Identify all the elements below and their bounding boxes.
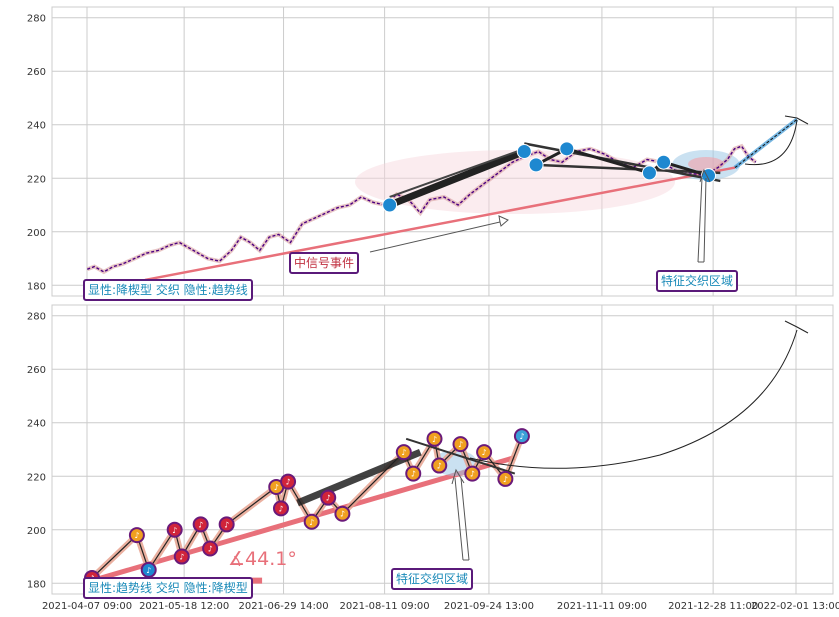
pivot-marker-glyph: ♪	[519, 432, 524, 441]
pivot-marker-bottom	[497, 470, 514, 487]
pivot-marker-glyph: ♪	[437, 462, 442, 471]
wedge-upper	[524, 142, 721, 183]
pivot-marker-bottom	[426, 430, 443, 447]
x-tick-label: 2021-09-24 13:00	[444, 601, 534, 612]
pivot-marker	[382, 197, 398, 213]
region-label-bottom: 特征交织区域	[391, 568, 474, 590]
pivot-marker-bottom	[303, 513, 320, 530]
x-tick-label: 2021-06-29 14:00	[238, 601, 328, 612]
pivot-marker-bottom	[280, 473, 297, 490]
pivot-marker-glyph: ♪	[401, 448, 406, 457]
pivot-marker-bottom	[218, 516, 235, 533]
pivot-marker-bottom	[202, 540, 219, 557]
pivot-marker-bottom	[192, 516, 209, 533]
pivot-marker-glyph: ♪	[326, 494, 331, 503]
pivot-marker-bottom	[128, 527, 145, 544]
pivot-marker-glyph: ♪	[224, 520, 229, 529]
region-label-top: 特征交织区域	[656, 270, 739, 292]
wedge-lower	[536, 163, 721, 175]
x-tick-label: 2021-05-18 12:00	[139, 601, 229, 612]
pivot-marker-glyph: ♪	[198, 520, 203, 529]
pivot-marker-bottom	[405, 465, 422, 482]
event-arrow	[369, 215, 509, 253]
region-arrow-head-bottom	[451, 468, 469, 561]
pivot-marker-glyph: ♪	[432, 435, 437, 444]
pivot-marker-bottom	[140, 561, 157, 578]
pattern-label-bottom: 显性:趋势线 交织 隐性:降楔型	[83, 577, 253, 599]
pivot-marker-glyph: ♪	[172, 526, 177, 535]
pivot-marker	[559, 141, 575, 157]
y-tick-label: 180	[27, 579, 46, 590]
x-tick-label: 2021-04-07 09:00	[42, 601, 132, 612]
pivot-marker-glyph: ♪	[458, 440, 463, 449]
pivot-marker-bottom	[431, 457, 448, 474]
pivot-marker-glyph: ♪	[179, 553, 184, 562]
target-arc-bottom	[469, 329, 798, 469]
wedge-upper-bottom	[405, 437, 516, 475]
pivot-marker-bottom	[334, 505, 351, 522]
pivot-marker-bottom	[476, 444, 493, 461]
pivot-marker	[516, 144, 532, 159]
projection-line	[734, 118, 798, 168]
y-tick-label: 240	[27, 121, 46, 132]
pivot-marker-glyph: ♪	[340, 510, 345, 519]
y-tick-label: 220	[27, 472, 46, 483]
x-tick-label: 2022-02-01 13:00	[751, 601, 839, 612]
region-arrow-shaft	[697, 177, 707, 263]
pivot-marker-glyph: ♪	[411, 470, 416, 479]
pivot-marker-glyph: ♪	[278, 504, 283, 513]
y-tick-label: 240	[27, 419, 46, 430]
pivot-marker-bottom	[452, 436, 469, 453]
y-tick-label: 180	[27, 281, 46, 292]
pivot-marker-glyph: ♪	[503, 475, 508, 484]
y-tick-label: 260	[27, 365, 46, 376]
pivot-marker-bottom	[395, 444, 412, 461]
angle-label: ∡44.1°	[228, 548, 297, 570]
trend-line-bottom	[91, 455, 516, 584]
y-tick-label: 260	[27, 67, 46, 78]
channel-thick-bottom	[296, 448, 422, 507]
pivot-marker-bottom	[173, 548, 190, 565]
pattern-label-top: 显性:降楔型 交织 隐性:趋势线	[83, 279, 253, 301]
pivot-marker-bottom	[464, 465, 481, 482]
pivot-marker-glyph: ♪	[208, 545, 213, 554]
event-label: 中信号事件	[289, 252, 360, 274]
pivot-marker-bottom	[272, 500, 289, 517]
y-tick-label: 200	[27, 526, 46, 537]
pivot-marker-glyph: ♪	[274, 483, 279, 492]
pivot-marker	[656, 154, 672, 170]
region-arrow-head	[698, 168, 711, 263]
pivot-marker-glyph: ♪	[470, 470, 475, 479]
pivot-marker	[528, 157, 544, 173]
pivot-marker-bottom	[320, 489, 337, 506]
y-tick-label: 280	[27, 14, 46, 25]
rising-channel-upper	[389, 147, 525, 198]
trend-line	[144, 166, 736, 282]
pivot-marker-bottom	[166, 521, 183, 538]
rising-channel-thick	[388, 148, 526, 209]
y-tick-label: 200	[27, 228, 46, 239]
x-tick-label: 2021-12-28 11:00	[668, 601, 758, 612]
x-tick-label: 2021-08-11 09:00	[340, 601, 430, 612]
pivot-marker-glyph: ♪	[146, 566, 151, 575]
x-tick-label: 2021-11-11 09:00	[557, 601, 647, 612]
target-tick	[784, 115, 809, 125]
y-tick-label: 220	[27, 174, 46, 185]
target-arc	[744, 119, 798, 166]
pivot-marker-glyph: ♪	[134, 531, 139, 540]
target-tick-bottom	[784, 320, 809, 334]
pivot-marker-glyph: ♪	[309, 518, 314, 527]
pivot-marker-bottom	[513, 428, 530, 445]
region-arrow-shaft-bottom	[454, 477, 470, 561]
y-tick-label: 280	[27, 312, 46, 323]
pivot-marker	[641, 165, 657, 181]
pivot-marker-glyph: ♪	[482, 448, 487, 457]
pivot-marker-glyph: ♪	[286, 478, 291, 487]
